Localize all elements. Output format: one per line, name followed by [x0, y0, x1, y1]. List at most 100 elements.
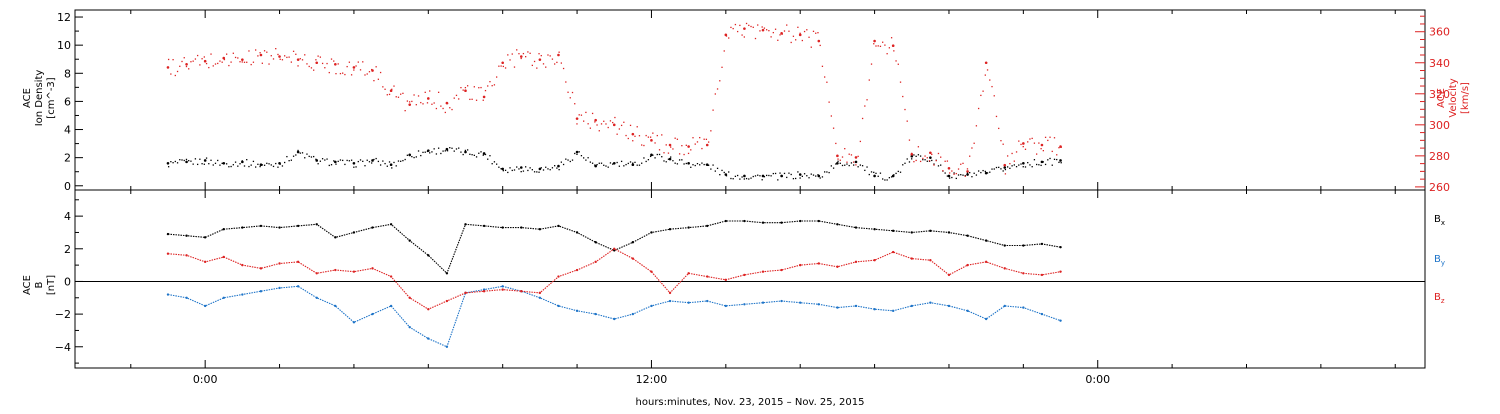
top-series-right-dot — [754, 37, 757, 40]
top-series-right-dot — [1006, 155, 1009, 157]
top-series-left-dot — [275, 162, 277, 165]
series-By-point — [259, 290, 263, 293]
top-series-right-dot — [1038, 142, 1040, 144]
series-Bz-point — [557, 275, 560, 278]
top-series-left-dot — [549, 169, 551, 171]
series-By-point — [724, 304, 728, 308]
top-series-right-dot — [712, 109, 714, 111]
top-series-left-dot — [931, 159, 933, 162]
top-series-right-dot — [368, 71, 371, 73]
top-series-left-dot — [301, 152, 304, 154]
series-By-point — [947, 304, 951, 308]
top-series-right-dot — [757, 24, 759, 26]
top-series-left-dot — [609, 162, 612, 164]
top-series-right-dot — [607, 126, 609, 129]
top-series-right-dot — [444, 111, 446, 114]
top-series-left-dot — [504, 169, 507, 172]
top-series-left-dot — [525, 166, 527, 168]
top-series-right-dot — [243, 61, 246, 63]
x-tick-label: 0:00 — [1085, 373, 1110, 386]
top-series-right-dot — [817, 32, 819, 34]
top-series-right-dot — [565, 81, 567, 83]
top-series-right-dot — [707, 141, 710, 143]
top-series-right-dot — [772, 31, 774, 34]
top-series-right-dot — [324, 67, 326, 69]
top-series-right-dot — [402, 92, 404, 95]
top-series-right-dot — [977, 107, 980, 110]
top-series-left-dot — [757, 174, 759, 176]
top-series-right-dot — [217, 62, 219, 65]
top-series-left-dot — [884, 179, 886, 181]
top-series-right-dot — [460, 86, 462, 89]
top-series-left-dot — [518, 168, 520, 170]
top-series-left-point — [389, 163, 393, 166]
top-series-right-dot — [888, 47, 891, 49]
series-Bz-point — [613, 247, 616, 250]
top-series-right-dot — [518, 53, 520, 55]
top-series-right-dot — [201, 58, 203, 60]
top-series-right-dot — [779, 34, 781, 36]
top-left-tick-label: 6 — [64, 95, 71, 108]
series-By-point — [1059, 319, 1062, 322]
top-series-right-dot — [473, 86, 475, 88]
top-series-right-dot — [884, 44, 886, 46]
top-series-left-dot — [750, 177, 752, 179]
top-series-right-dot — [313, 69, 315, 71]
top-series-left-dot — [420, 154, 422, 157]
top-series-right-dot — [855, 164, 857, 166]
top-series-left-dot — [306, 153, 308, 155]
top-series-left-dot — [723, 171, 725, 174]
top-series-right-dot — [832, 127, 835, 129]
top-series-right-dot — [873, 43, 875, 45]
top-series-right-dot — [520, 57, 522, 60]
top-series-right-dot — [634, 135, 636, 137]
top-series-left-dot — [957, 174, 960, 176]
top-left-tick-label: 8 — [64, 67, 71, 80]
top-series-left-dot — [446, 150, 449, 152]
top-series-left-dot — [1009, 167, 1011, 170]
series-By-point — [668, 299, 672, 303]
top-series-left-dot — [1015, 165, 1018, 168]
x-tick-label: 0:00 — [193, 373, 218, 386]
series-By-point — [408, 325, 411, 329]
top-series-left-dot — [667, 158, 670, 160]
series-Bx-point — [873, 227, 876, 231]
top-series-left-dot — [591, 162, 594, 164]
top-series-right-dot — [442, 107, 444, 110]
top-series-left-dot — [672, 160, 674, 162]
top-series-left-dot — [859, 164, 862, 166]
top-series-right-dot — [281, 59, 284, 61]
top-series-right-dot — [1029, 138, 1031, 140]
top-series-right-dot — [275, 48, 277, 50]
top-series-left-dot — [781, 175, 783, 177]
top-series-right-point — [1040, 143, 1044, 147]
top-series-right-dot — [250, 63, 252, 66]
series-By-point — [575, 309, 579, 313]
series-Bz-point — [650, 270, 653, 273]
top-series-right-dot — [560, 62, 563, 64]
top-series-left-dot — [223, 162, 226, 164]
top-series-right-dot — [904, 108, 906, 111]
series-Bx-point — [334, 236, 337, 239]
top-series-left-dot — [1024, 166, 1027, 168]
top-series-right-dot — [406, 100, 409, 102]
top-series-left-dot — [255, 166, 257, 168]
top-series-right-dot — [417, 95, 420, 97]
top-series-left-point — [259, 163, 263, 166]
top-series-right-dot — [743, 36, 745, 38]
top-left-axis-title-line1: ACE — [22, 88, 33, 108]
top-series-left-dot — [545, 166, 547, 168]
series-Bx-point — [836, 223, 839, 226]
top-series-left-dot — [393, 161, 395, 164]
top-series-left-dot — [1047, 159, 1049, 161]
top-series-left-dot — [538, 171, 540, 173]
top-series-left-dot — [603, 164, 605, 166]
series-Bz-point — [947, 273, 951, 277]
top-series-left-dot — [730, 177, 732, 180]
top-series-right-dot — [674, 137, 676, 139]
top-series-left-dot — [578, 151, 580, 153]
top-series-right-dot — [734, 23, 737, 26]
top-series-left-dot — [739, 178, 741, 180]
top-series-left-dot — [199, 158, 201, 160]
top-series-right-dot — [705, 138, 708, 140]
